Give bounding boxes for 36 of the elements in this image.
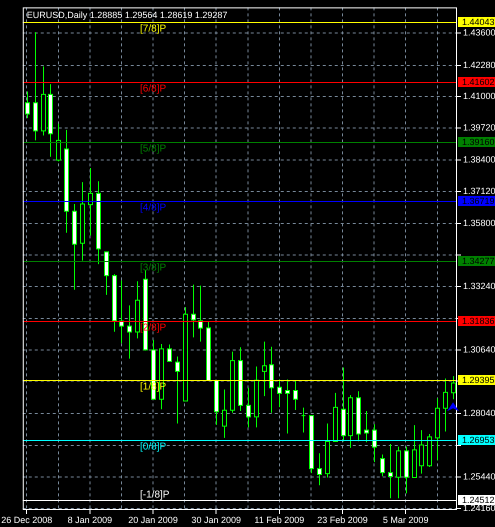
x-tick-label: 30 Jan 2009 bbox=[191, 514, 241, 525]
y-tick-label: 1.24160 bbox=[463, 502, 495, 513]
ref-line-label: [7/8]P bbox=[140, 23, 166, 34]
text: 1.36719 bbox=[462, 196, 495, 206]
y-tick-label: 1.43600 bbox=[463, 28, 495, 38]
x-tick-label: 11 Feb 2009 bbox=[254, 514, 304, 525]
y-tick-label: 1.35800 bbox=[463, 218, 495, 228]
ref-line-label: [6/8]P bbox=[140, 83, 166, 94]
ref-line-label: [4/8]P bbox=[140, 202, 166, 214]
x-tick-label: 20 Jan 2009 bbox=[128, 514, 178, 525]
y-tick-label: 1.42280 bbox=[463, 60, 495, 70]
text: 1.29395 bbox=[462, 374, 495, 385]
ref-line-label: [3/8]P bbox=[140, 262, 166, 274]
text: 1.26953 bbox=[462, 434, 495, 445]
y-tick-label: 1.28040 bbox=[463, 408, 495, 418]
x-tick-label: 8 Jan 2009 bbox=[68, 514, 112, 525]
text: 1.44043 bbox=[462, 16, 495, 27]
y-tick-label: 1.37120 bbox=[463, 186, 495, 196]
text: 1.31836 bbox=[462, 316, 495, 326]
text: 1.34277 bbox=[462, 256, 495, 266]
y-tick-label: 1.30640 bbox=[463, 344, 495, 354]
chart-title: EURUSD,Daily 1.28885 1.29564 1.28619 1.29287 bbox=[26, 10, 228, 20]
ref-line-label: [5/8]P bbox=[140, 143, 166, 154]
x-tick-label: 23 Feb 2009 bbox=[317, 514, 368, 525]
ref-line-label: [-1/8]P bbox=[140, 489, 170, 500]
y-tick-label: 1.25440 bbox=[463, 471, 495, 482]
text: 1.39160 bbox=[462, 136, 495, 147]
y-tick-label: 1.39720 bbox=[463, 122, 495, 132]
x-tick-label: 5 Mar 2009 bbox=[382, 514, 428, 525]
ref-line-label: [0/8]P bbox=[140, 441, 166, 452]
y-tick-label: 1.38400 bbox=[463, 154, 495, 165]
y-tick-label: 1.33240 bbox=[463, 280, 495, 291]
text: 1.41602 bbox=[462, 76, 495, 87]
y-tick-label: 1.41000 bbox=[463, 91, 495, 102]
text: 1.24512 bbox=[462, 494, 495, 505]
x-tick-label: 26 Dec 2008 bbox=[1, 514, 52, 525]
